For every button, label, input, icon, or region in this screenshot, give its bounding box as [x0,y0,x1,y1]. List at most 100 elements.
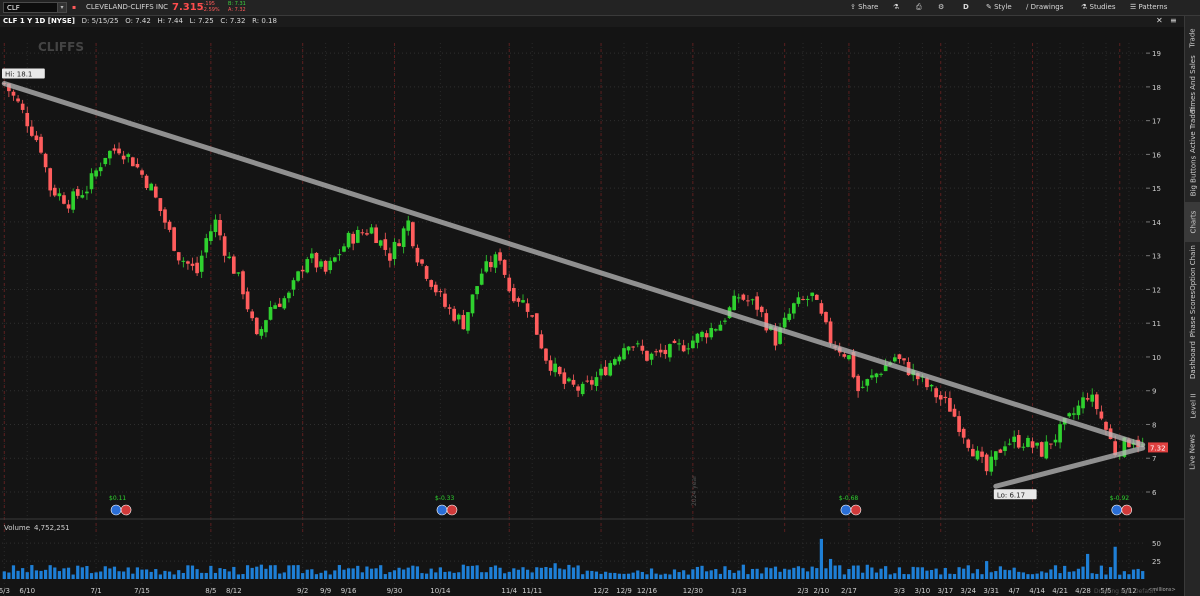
candle-body [741,294,746,300]
candle-body [287,292,291,299]
volume-bar [962,568,966,579]
candle-body [612,359,617,365]
candle-body [980,451,984,457]
price-change: -.195 -2.59% [202,1,220,13]
print-icon[interactable]: ⎙ [916,3,922,11]
time-axis[interactable]: 6/3 6/10 7/1 7/15 8/5 8/12 9/2 9/9 9/16 9/30 10/14… [0,587,1137,595]
sidebar-tab-level-ii[interactable]: Level II [1185,386,1200,426]
volume-bar [259,564,263,579]
sidebar-tab-times-and-sales[interactable]: Times And Sales [1185,55,1200,113]
symbol-dropdown-icon[interactable]: ▾ [57,2,67,13]
candle-body [85,191,89,194]
candle-body [30,126,34,136]
candle-body [571,379,576,385]
link-icon[interactable]: ▪ [72,4,77,11]
earnings-icon[interactable] [436,504,448,516]
volume-bar [1017,571,1021,579]
volume-bar [1127,574,1131,579]
price-axis[interactable]: 19 18 17 16 15 14 13 12 11 10 9 8 7 6 7.32 [1146,43,1184,519]
earnings-icon[interactable] [110,504,122,516]
sidebar-tab-active-trader[interactable]: Active Trader [1185,107,1200,153]
y-tick-label: 9 [1152,388,1156,396]
x-tick-label: 4/14 [1029,587,1045,595]
volume-bar [443,571,447,579]
volume-bar [195,569,199,579]
candle-body [231,256,236,274]
dividend-icon[interactable] [850,504,862,516]
candle-body [539,334,544,349]
lab-icon[interactable]: ⚗ [893,3,900,11]
earnings-icon[interactable] [1111,504,1123,516]
gear-icon[interactable]: ⚙ [938,3,945,11]
share-icon: ⇪ [850,3,856,11]
lower-trendline[interactable] [993,445,1146,489]
volume-bar [80,567,84,579]
patterns-button[interactable]: ☰ Patterns [1130,0,1167,15]
candle-body [828,321,833,344]
volume-bar [682,570,686,579]
candle-body [186,261,190,264]
candle-body [1049,443,1053,445]
candle-body [998,449,1003,453]
high-label: Hi: 18.1 [5,71,32,79]
candle-body [553,363,557,373]
candle-body [938,395,943,400]
candle-body [94,170,98,177]
close-chart-icon[interactable]: ✕ [1156,16,1163,25]
studies-label: Studies [1089,3,1116,11]
sidebar-tab-phase-scores[interactable]: Phase Scores [1185,291,1200,337]
volume-bar [7,572,11,579]
volume-bar [590,570,594,579]
symbol-input[interactable]: CLF [3,2,63,13]
volume-bar [755,568,759,579]
studies-button[interactable]: ⚗ Studies [1081,0,1115,15]
sidebar-tab-dashboard[interactable]: Dashboard [1185,340,1200,380]
volume-bar [709,570,713,579]
candle-body [401,228,406,247]
upper-trendline[interactable] [1,81,1146,448]
volume-bar [833,565,837,579]
chart-menu-icon[interactable]: ≡ [1170,16,1177,25]
price-chart[interactable]: 2024 year CLIFFS 19 18 17 16 15 14 13 12 11 10 9 8 7… [0,16,1184,596]
volume-bar [1104,574,1108,579]
candle-body [98,167,103,172]
earnings-value: $-0.33 [435,495,455,502]
drawings-button[interactable]: ∕ Drawings [1026,0,1063,15]
volume-bar [268,565,273,579]
volume-bar [16,570,20,579]
dividend-icon[interactable] [120,504,132,516]
sidebar-tab-big-buttons[interactable]: Big Buttons [1185,156,1200,197]
candle-body [750,299,755,301]
sidebar-tab-live-news[interactable]: Live News [1185,432,1200,472]
style-button[interactable]: ✎ Style [986,0,1012,15]
candle-body [149,183,154,191]
candle-body [447,307,452,309]
trendlines[interactable] [1,81,1146,489]
candle-body [704,333,709,338]
volume-bar [861,572,865,579]
volume-bar [402,569,406,579]
volume-bar [1007,570,1012,579]
dividend-icon[interactable] [1121,504,1133,516]
candle-body [470,294,475,314]
events-layer[interactable]: $0.11 $-0.33 $-0.68 $-0.92 [109,495,1133,516]
volume-bar [929,569,934,579]
candle-body [897,354,902,359]
candle-body [314,252,319,268]
sidebar-tab-charts[interactable]: Charts [1185,202,1200,242]
candle-body [1090,394,1095,402]
volume-bar [71,574,75,579]
x-tick-label: 3/24 [960,587,976,595]
aggregation-button[interactable]: D [963,3,969,11]
sidebar-tab-option-chain[interactable]: Option Chain [1185,245,1200,291]
earnings-icon[interactable] [840,504,852,516]
sidebar-tab-trade[interactable]: Trade [1185,18,1200,58]
volume-bar [677,572,681,579]
candle-body [502,259,507,275]
volume-bar [204,572,208,579]
share-button[interactable]: ⇪ Share [850,0,878,15]
candle-body [378,240,383,246]
dividend-icon[interactable] [446,504,458,516]
candle-body [649,353,654,360]
candle-body [456,314,461,320]
